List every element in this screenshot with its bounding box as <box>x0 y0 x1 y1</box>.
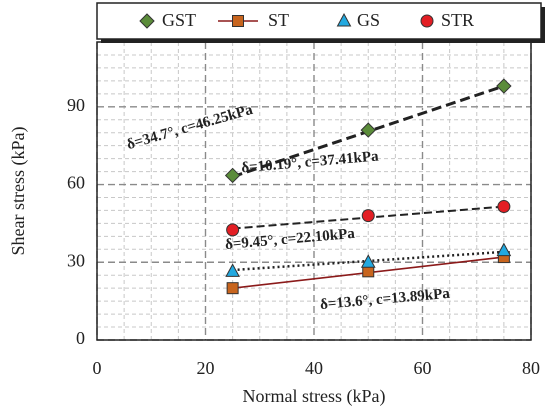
circle-marker <box>497 200 511 214</box>
x-tick-label: 20 <box>197 358 215 378</box>
legend-label: GST <box>162 10 196 30</box>
diamond-marker <box>224 167 241 184</box>
y-axis-label: Shear stress (kPa) <box>8 127 29 256</box>
square-marker <box>226 282 239 295</box>
y-tick-label: 60 <box>67 173 85 193</box>
triangle-marker <box>336 12 352 27</box>
y-tick-label: 90 <box>67 95 85 115</box>
annotation: δ=13.6°, c=13.89kPa <box>319 286 450 313</box>
diamond-marker <box>360 122 376 138</box>
diamond-marker <box>139 13 155 29</box>
square-marker <box>232 15 244 27</box>
diamond-marker <box>496 78 512 94</box>
circle-marker <box>226 223 240 237</box>
x-tick-label: 60 <box>414 358 432 378</box>
y-tick-label: 30 <box>67 250 85 270</box>
legend-label: STR <box>441 10 474 30</box>
x-axis-label: Normal stress (kPa) <box>243 386 386 407</box>
triangle-marker <box>360 254 376 268</box>
legend-label: ST <box>268 10 289 30</box>
circle-marker <box>361 209 375 223</box>
legend-box <box>96 2 542 40</box>
y-tick-label: 0 <box>76 328 85 348</box>
x-tick-label: 80 <box>522 358 540 378</box>
circle-marker <box>420 14 434 28</box>
triangle-marker <box>496 242 512 257</box>
x-tick-label: 0 <box>93 358 102 378</box>
triangle-marker <box>225 263 240 277</box>
legend-label: GS <box>357 10 380 30</box>
x-tick-label: 40 <box>305 358 323 378</box>
